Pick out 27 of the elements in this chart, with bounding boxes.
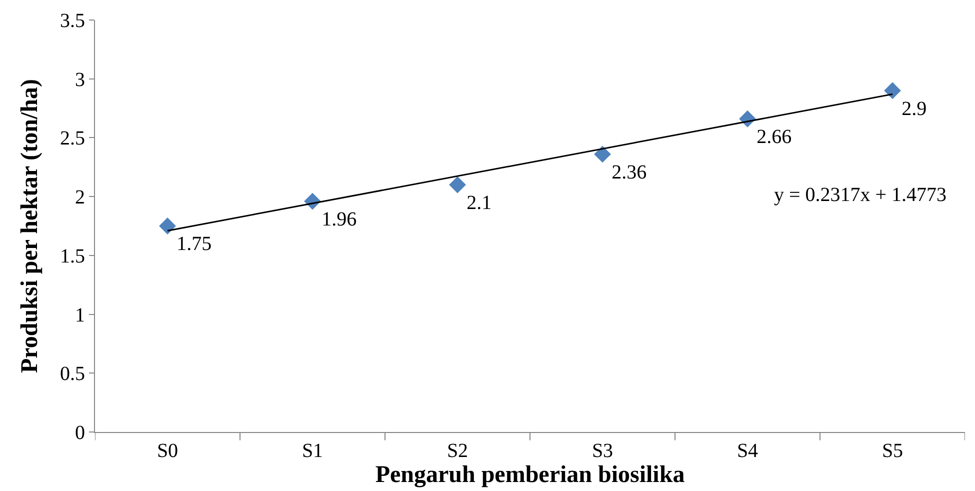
y-tick-label: 3 [75,68,85,91]
point [159,218,176,234]
data-label: 2.66 [756,126,792,148]
x-tick-label: S2 [446,440,468,462]
y-tick-label: 0.5 [60,363,85,386]
data-label: 1.75 [176,233,212,256]
x-tick-label: S1 [302,440,324,462]
y-tick-label: 3.5 [60,10,85,32]
data-label: 2.36 [612,161,647,184]
annotation: y = 0.2317x + 1.4773 [774,184,947,206]
x-tick-label: S5 [882,440,904,462]
point [449,176,466,194]
point [594,146,611,163]
x-tick-label: S0 [156,440,178,462]
data-label: 2.1 [466,192,492,214]
data-label: 2.9 [902,98,927,120]
y-tick-label: 2.5 [60,128,85,150]
y-tick-label: 1 [75,304,85,326]
y-tick-label: 1.5 [60,245,85,268]
point [884,82,901,100]
x-tick-label: S3 [592,440,614,462]
x-tick-label: S4 [736,440,758,462]
x-axis-title: Pengaruh pemberian biosilika [375,462,685,488]
y-tick-label: 0 [75,422,85,444]
y-axis-title: Produksi per hektar (ton/ha) [17,78,44,374]
data-label: 1.96 [322,208,357,230]
y-tick-label: 2 [75,186,85,209]
